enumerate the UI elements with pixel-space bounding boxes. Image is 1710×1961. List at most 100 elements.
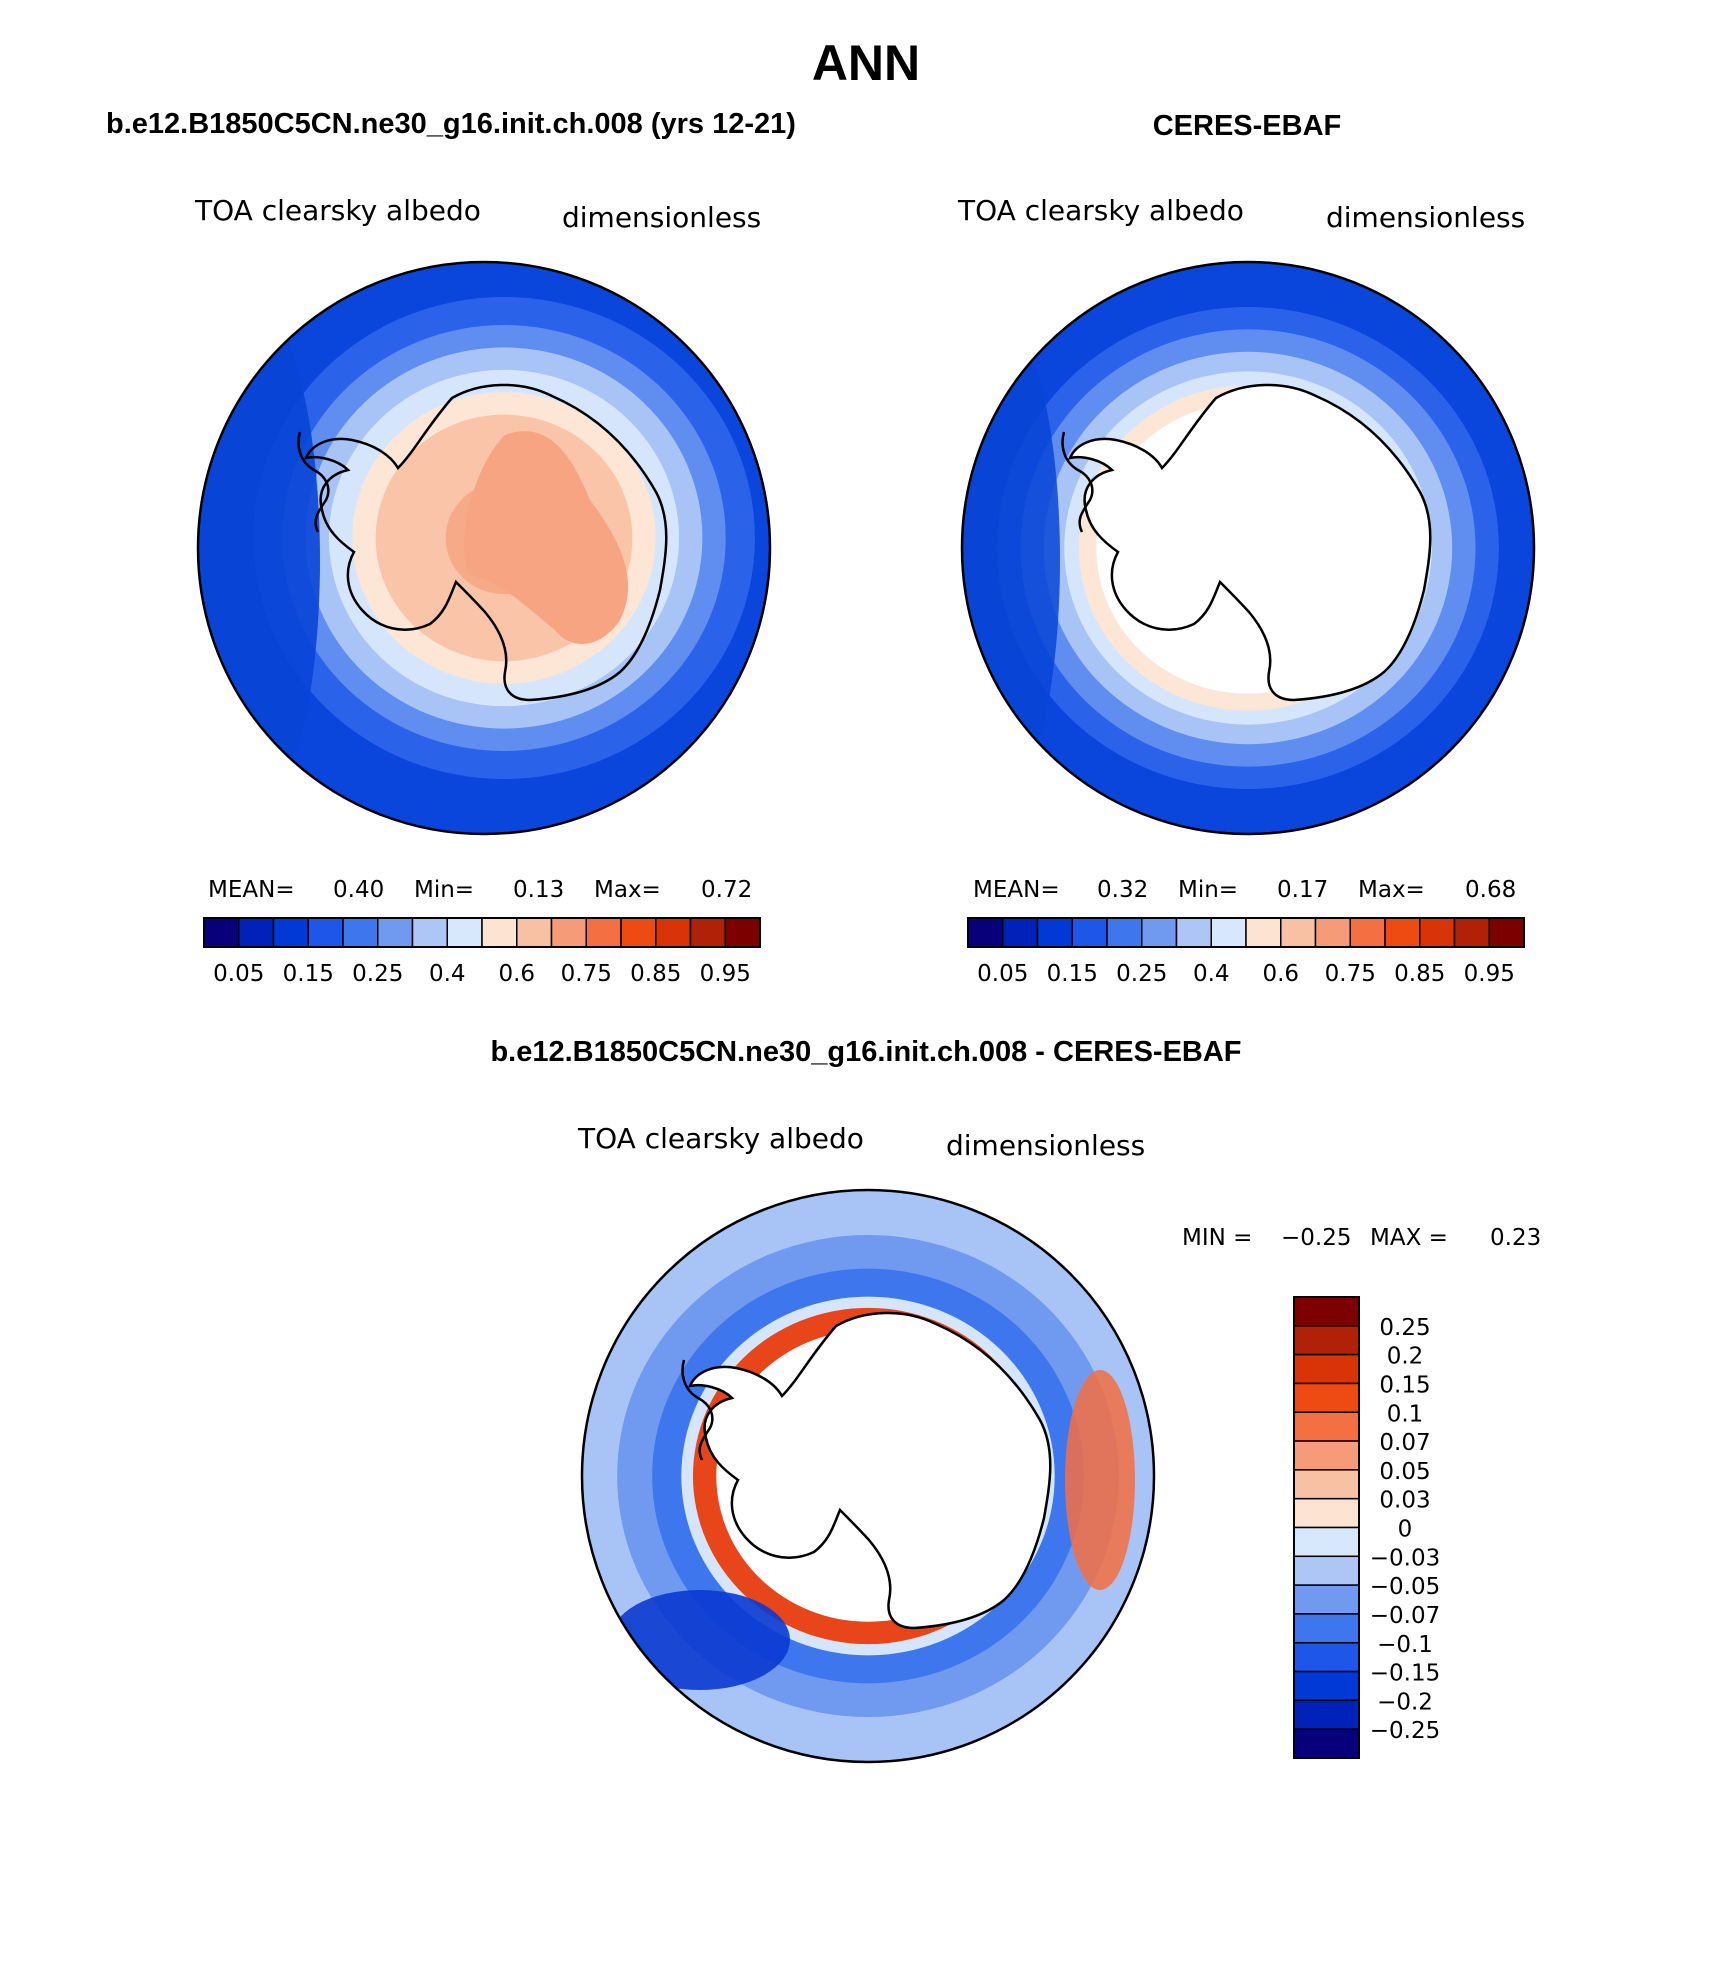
colorbar-tick-label: 0.05 — [977, 961, 1028, 987]
panel-diff-antarctica-coastline — [687, 1311, 1052, 1630]
panel-model-min-value: 0.13 — [513, 877, 564, 903]
colorbar-tick-label: 0.75 — [1325, 961, 1376, 987]
colorbar-swatch — [1293, 1526, 1360, 1558]
panel-model-max-value: 0.72 — [701, 877, 752, 903]
panel-diff-peninsula-coastline — [681, 1359, 714, 1461]
colorbar-tick-label: 0.15 — [1379, 1372, 1430, 1398]
panel-diff-colorbar: 0.25 0.20.15 0.1 0.07 0.05 0.03 0−0.03 −0.05 −0.… — [1293, 1296, 1440, 1759]
panel-obs-header: CERES-EBAF — [1153, 110, 1342, 142]
colorbar-swatch — [1036, 917, 1073, 948]
panel-model-map — [196, 260, 772, 836]
panel-model: b.e12.B1850C5CN.ne30_g16.init.ch.008 (yr… — [106, 108, 796, 987]
colorbar-tick-label: 0.1 — [1387, 1401, 1424, 1427]
colorbar-tick-label: −0.1 — [1377, 1632, 1433, 1658]
colorbar-tick-label: 0.6 — [1262, 961, 1299, 987]
colorbar-swatch — [1280, 917, 1317, 948]
colorbar-outline — [967, 917, 1525, 948]
colorbar-tick-label: −0.05 — [1370, 1574, 1440, 1600]
colorbar-swatch — [1349, 917, 1386, 948]
colorbar-swatch — [1384, 917, 1421, 948]
panel-obs-max-value: 0.68 — [1465, 877, 1516, 903]
panel-diff-units: dimensionless — [946, 1129, 1145, 1162]
colorbar-swatch — [1293, 1728, 1360, 1759]
colorbar-tick-label: 0.15 — [283, 961, 334, 987]
colorbar-swatch — [967, 917, 1004, 948]
colorbar-tick-label: 0.4 — [1193, 961, 1230, 987]
panel-obs-colorbar: 0.05 0.15 0.25 0.4 0.6 0.75 0.85 0.95 — [967, 917, 1525, 987]
panel-obs-west-low — [962, 320, 1060, 800]
panel-diff-max-value: 0.23 — [1490, 1225, 1541, 1251]
panel-diff-map — [580, 1188, 1156, 1764]
panel-model-min-label: Min= — [414, 877, 474, 903]
colorbar-tick-label: −0.25 — [1370, 1718, 1440, 1744]
colorbar-tick-label: −0.07 — [1370, 1603, 1440, 1629]
colorbar-tick-label: 0.95 — [700, 961, 751, 987]
panel-obs-variable: TOA clearsky albedo — [957, 194, 1244, 227]
colorbar-tick-label: 0 — [1398, 1517, 1413, 1543]
panel-diff-variable: TOA clearsky albedo — [577, 1122, 864, 1155]
panel-diff-stats: MIN = −0.25 MAX = 0.23 — [1182, 1225, 1541, 1251]
colorbar-tick-label: 0.05 — [213, 961, 264, 987]
panel-obs-mean-value: 0.32 — [1097, 877, 1148, 903]
panel-obs-mean-label: MEAN= — [973, 877, 1060, 903]
colorbar-swatch — [307, 917, 344, 948]
page-title: ANN — [812, 35, 920, 91]
panel-diff-min-value: −0.25 — [1281, 1225, 1351, 1251]
colorbar-swatch — [1314, 917, 1351, 948]
panel-obs-units: dimensionless — [1326, 201, 1525, 234]
colorbar-tick-label: 0.15 — [1047, 961, 1098, 987]
panel-obs-min-value: 0.17 — [1277, 877, 1328, 903]
panel-model-header: b.e12.B1850C5CN.ne30_g16.init.ch.008 (yr… — [106, 108, 796, 140]
colorbar-swatch — [689, 917, 726, 948]
colorbar-swatch — [1106, 917, 1143, 948]
colorbar-swatch — [1293, 1642, 1360, 1673]
colorbar-tick-label: −0.2 — [1377, 1689, 1433, 1715]
colorbar-swatch — [342, 917, 379, 948]
panel-diff-max-label: MAX = — [1370, 1225, 1448, 1251]
colorbar-swatch — [377, 917, 414, 948]
colorbar-swatch — [1293, 1584, 1360, 1615]
colorbar-swatch — [1293, 1411, 1360, 1442]
colorbar-swatch — [1293, 1670, 1360, 1702]
panel-obs-stats: MEAN= 0.32 Min= 0.17 Max= 0.68 — [973, 877, 1516, 903]
colorbar-swatch — [1293, 1469, 1360, 1500]
panel-obs-max-label: Max= — [1358, 877, 1425, 903]
colorbar-swatch — [620, 917, 657, 948]
colorbar-swatch — [585, 917, 622, 948]
colorbar-swatch — [203, 917, 240, 948]
colorbar-tick-label: 0.75 — [561, 961, 612, 987]
panel-model-max-label: Max= — [594, 877, 661, 903]
colorbar-swatch — [1002, 917, 1039, 948]
panel-obs: CERES-EBAF TOA clearsky albedo dimension… — [957, 110, 1536, 987]
colorbar-tick-label: 0.07 — [1379, 1430, 1430, 1456]
panel-diff-map-border — [580, 1188, 1156, 1764]
colorbar-tick-label: 0.25 — [1379, 1315, 1430, 1341]
colorbar-tick-label: −0.03 — [1370, 1545, 1440, 1571]
colorbar-swatch — [1293, 1699, 1360, 1730]
panel-obs-antarctica-coastline — [1067, 383, 1432, 702]
colorbar-swatch — [1293, 1555, 1360, 1586]
colorbar-swatch — [238, 917, 275, 948]
panel-model-mean-label: MEAN= — [208, 877, 295, 903]
panel-diff-east-positive — [1065, 1370, 1135, 1590]
colorbar-swatch — [1175, 917, 1212, 948]
panel-model-units: dimensionless — [562, 201, 761, 234]
colorbar-tick-label: 0.25 — [352, 961, 403, 987]
colorbar-tick-label: 0.05 — [1379, 1459, 1430, 1485]
colorbar-swatch — [1293, 1497, 1360, 1529]
colorbar-tick-label: 0.03 — [1379, 1488, 1430, 1514]
colorbar-swatch — [1071, 917, 1108, 948]
panel-diff-header: b.e12.B1850C5CN.ne30_g16.init.ch.008 - C… — [490, 1036, 1241, 1068]
colorbar-tick-label: 0.95 — [1464, 961, 1515, 987]
panel-diff: b.e12.B1850C5CN.ne30_g16.init.ch.008 - C… — [490, 1036, 1541, 1764]
panel-obs-min-label: Min= — [1178, 877, 1238, 903]
colorbar-swatch — [481, 917, 518, 948]
colorbar-swatch — [655, 917, 692, 948]
panel-model-peninsula-coastline — [297, 431, 330, 533]
colorbar-swatch — [1293, 1296, 1360, 1327]
colorbar-swatch — [724, 917, 761, 948]
panel-model-antarctica-coastline — [303, 383, 668, 702]
colorbar-tick-label: 0.2 — [1387, 1344, 1424, 1370]
panel-model-west-low — [198, 300, 320, 820]
panel-model-variable: TOA clearsky albedo — [194, 194, 481, 227]
